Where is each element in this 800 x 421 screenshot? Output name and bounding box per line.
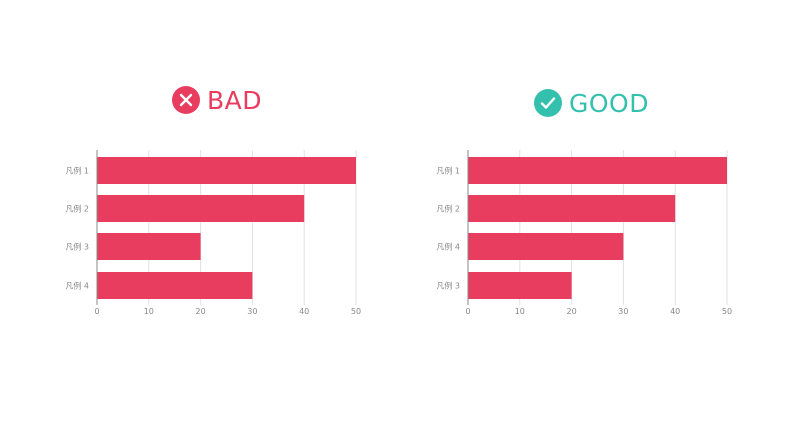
category-label: 凡例 2 (65, 204, 89, 214)
x-tick-label: 20 (567, 307, 577, 316)
bar-1 (97, 157, 356, 184)
bad-panel: BAD 凡例 1 凡例 2 凡例 3 凡例 4 0 10 20 30 40 50 (65, 82, 361, 316)
x-tick-label: 40 (670, 307, 680, 316)
check-mark-icon (534, 89, 562, 117)
good-bar-chart: 凡例 1 凡例 2 凡例 4 凡例 3 0 10 20 30 40 50 (436, 150, 732, 316)
bad-bar-chart: 凡例 1 凡例 2 凡例 3 凡例 4 0 10 20 30 40 50 (65, 150, 361, 316)
category-label: 凡例 3 (65, 242, 89, 252)
category-label: 凡例 3 (436, 281, 460, 291)
x-tick-label: 40 (299, 307, 309, 316)
bar-4 (97, 272, 253, 299)
bar-2 (468, 195, 676, 222)
bar-4 (468, 272, 572, 299)
bar-3 (97, 233, 201, 260)
x-tick-label: 0 (94, 307, 99, 316)
x-tick-label: 0 (465, 307, 470, 316)
x-tick-label: 10 (515, 307, 525, 316)
bad-heading: BAD (172, 82, 262, 118)
x-tick-label: 30 (618, 307, 628, 316)
good-heading-text: GOOD (569, 88, 649, 118)
x-tick-label: 30 (247, 307, 257, 316)
category-label: 凡例 1 (436, 166, 460, 176)
x-tick-label: 50 (351, 307, 361, 316)
category-label: 凡例 4 (65, 281, 89, 291)
bar-3 (468, 233, 624, 260)
category-label: 凡例 4 (436, 242, 460, 252)
category-label: 凡例 2 (436, 204, 460, 214)
category-label: 凡例 1 (65, 166, 89, 176)
x-mark-icon (172, 86, 200, 114)
bar-1 (468, 157, 727, 184)
good-heading: GOOD (534, 85, 649, 121)
good-panel: GOOD 凡例 1 凡例 2 凡例 4 凡例 3 0 10 20 30 40 50 (400, 0, 800, 421)
x-tick-label: 50 (722, 307, 732, 316)
x-tick-label: 10 (144, 307, 154, 316)
x-tick-label: 20 (196, 307, 206, 316)
bar-2 (97, 195, 305, 222)
bad-heading-text: BAD (207, 85, 263, 115)
